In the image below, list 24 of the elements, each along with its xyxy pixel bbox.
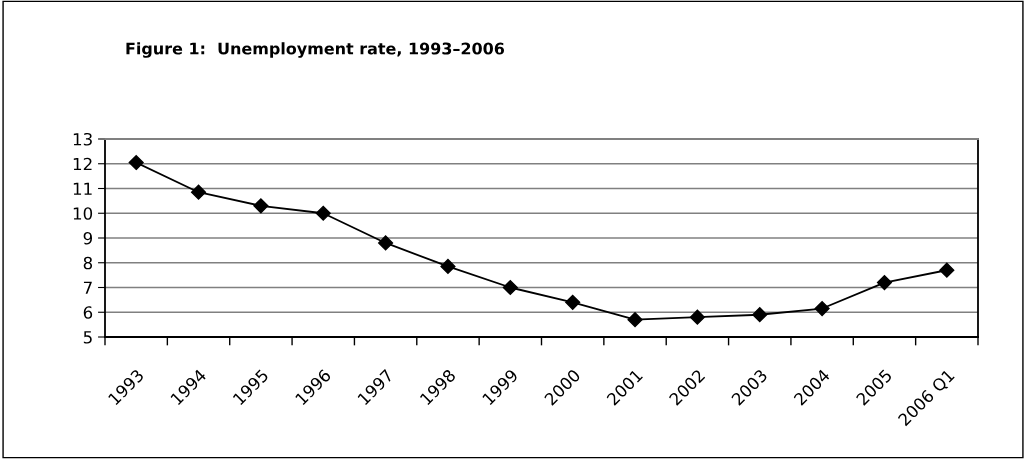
- chart-title: Figure 1: Unemployment rate, 1993–2006: [126, 42, 505, 58]
- y-tick-label: 11: [73, 182, 92, 195]
- point: [378, 235, 394, 251]
- point: [627, 312, 643, 328]
- y-tick-label: 9: [83, 231, 93, 245]
- point: [315, 205, 331, 221]
- point: [128, 154, 144, 171]
- point: [876, 274, 893, 291]
- point: [565, 294, 581, 310]
- y-tick-label: 10: [73, 207, 93, 220]
- y-tick-label: 13: [73, 132, 92, 146]
- point: [190, 184, 207, 200]
- point: [440, 258, 456, 275]
- point: [689, 309, 705, 325]
- y-tick-label: 7: [83, 281, 92, 294]
- y-tick-label: 6: [83, 306, 93, 319]
- point: [752, 307, 768, 323]
- point: [253, 198, 269, 214]
- point: [939, 262, 955, 278]
- y-tick-label: 8: [83, 256, 93, 270]
- y-tick-label: 5: [83, 331, 92, 344]
- point: [502, 279, 518, 296]
- point: [814, 300, 830, 317]
- y-tick-label: 12: [73, 157, 92, 171]
